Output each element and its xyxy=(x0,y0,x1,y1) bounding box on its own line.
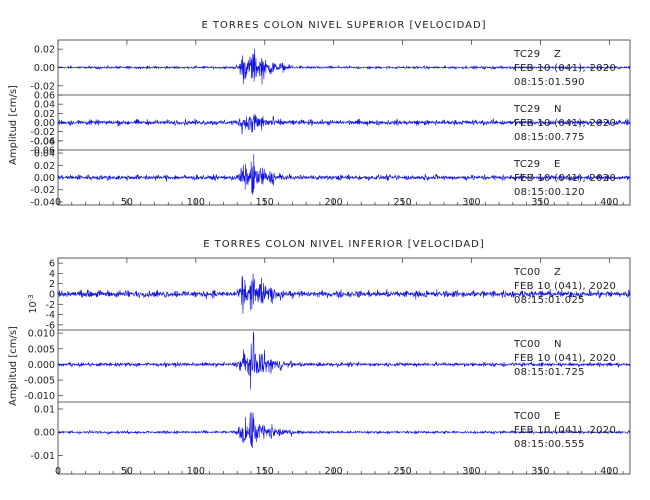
trace-annotation: TC00 E FEB 10 (041), 2020 08:15:00.555 xyxy=(513,411,616,450)
time-label: 08:15:01.590 xyxy=(514,77,585,88)
x-tick-label: 200 xyxy=(325,197,343,208)
date-label: FEB 10 (041), 2020 xyxy=(514,118,616,129)
trace-annotation: TC29 N FEB 10 (041), 2020 08:15:00.775 xyxy=(513,104,616,143)
waveform-tc29-e xyxy=(57,153,631,195)
x-tick-label: 350 xyxy=(531,466,549,477)
y-tick-label: -2 xyxy=(46,300,55,311)
time-label: 08:15:01.725 xyxy=(514,367,585,378)
date-label: FEB 10 (041), 2020 xyxy=(514,425,616,436)
x-tick-label: 150 xyxy=(256,466,274,477)
panel-1: E TORRES COLON NIVEL INFERIOR [VELOCIDAD… xyxy=(8,239,631,477)
station-label: TC00 xyxy=(513,411,540,422)
trace-annotation: TC29 Z FEB 10 (041), 2020 08:15:01.590 xyxy=(513,49,616,88)
y-tick-label: 0.02 xyxy=(34,45,55,56)
x-tick-label: 400 xyxy=(600,197,618,208)
trace-annotation: TC00 N FEB 10 (041), 2020 08:15:01.725 xyxy=(513,339,616,378)
component-label: E xyxy=(554,159,561,170)
x-tick-label: 50 xyxy=(121,197,133,208)
date-label: FEB 10 (041), 2020 xyxy=(514,173,616,184)
y-tick-label: -6 xyxy=(46,320,55,331)
y-scale-label: 10-3 xyxy=(27,294,39,313)
x-tick-label: 50 xyxy=(121,466,133,477)
waveform-tc00-z xyxy=(57,273,631,314)
y-tick-label: 0.06 xyxy=(34,136,55,147)
y-tick-label: 0.02 xyxy=(34,161,55,172)
y-tick-label: 4 xyxy=(49,269,55,280)
station-label: TC29 xyxy=(513,49,540,60)
x-tick-label: 100 xyxy=(187,197,205,208)
y-tick-label: 0.04 xyxy=(34,100,55,111)
x-tick-label: 150 xyxy=(256,197,274,208)
date-label: FEB 10 (041), 2020 xyxy=(514,281,616,292)
y-tick-label: -0.01 xyxy=(30,451,55,462)
y-tick-label: 0.005 xyxy=(28,344,55,355)
y-tick-label: 0.06 xyxy=(34,91,55,102)
y-tick-label: 0.00 xyxy=(34,118,55,129)
x-tick-label: 400 xyxy=(600,466,618,477)
component-label: N xyxy=(554,339,562,350)
x-tick-label: 100 xyxy=(187,466,205,477)
panel-0: E TORRES COLON NIVEL SUPERIOR [VELOCIDAD… xyxy=(8,20,631,208)
x-tick-label: 0 xyxy=(55,466,61,477)
date-label: FEB 10 (041), 2020 xyxy=(514,353,616,364)
station-label: TC00 xyxy=(513,339,540,350)
y-tick-label: 0.00 xyxy=(34,63,55,74)
y-tick-label: -4 xyxy=(46,310,55,321)
waveform-tc29-n xyxy=(57,114,631,135)
component-label: Z xyxy=(554,267,561,278)
y-tick-label: -0.04 xyxy=(30,136,55,147)
x-tick-label: 200 xyxy=(325,466,343,477)
time-label: 08:15:00.775 xyxy=(514,132,585,143)
waveform-tc00-n xyxy=(57,331,631,390)
y-tick-label: -0.02 xyxy=(30,127,55,138)
y-tick-label: 2 xyxy=(49,279,55,290)
y-tick-label: 0.01 xyxy=(34,404,55,415)
y-tick-label: 6 xyxy=(49,259,55,270)
station-label: TC29 xyxy=(513,159,540,170)
y-tick-label: 0.04 xyxy=(34,149,55,160)
trace-annotation: TC29 E FEB 10 (041), 2020 08:15:00.120 xyxy=(513,159,616,198)
x-tick-label: 0 xyxy=(55,197,61,208)
y-tick-label: -0.02 xyxy=(30,81,55,92)
trace-annotation: TC00 Z FEB 10 (041), 2020 08:15:01.025 xyxy=(513,267,616,306)
y-tick-label: 0.00 xyxy=(34,428,55,439)
y-tick-label: -0.06 xyxy=(30,146,55,157)
x-tick-label: 350 xyxy=(531,197,549,208)
y-axis-label: Amplitud [cm/s] xyxy=(8,326,19,406)
x-tick-label: 300 xyxy=(462,466,480,477)
y-tick-label: 0.00 xyxy=(34,173,55,184)
y-tick-label: -0.04 xyxy=(30,197,55,208)
component-label: E xyxy=(554,411,561,422)
y-tick-label: 0.02 xyxy=(34,109,55,120)
panel-title: E TORRES COLON NIVEL SUPERIOR [VELOCIDAD… xyxy=(201,20,486,31)
y-tick-label: -0.005 xyxy=(24,376,55,387)
x-tick-label: 300 xyxy=(462,197,480,208)
y-axis-label: Amplitud [cm/s] xyxy=(8,85,19,165)
panel-title: E TORRES COLON NIVEL INFERIOR [VELOCIDAD… xyxy=(203,239,485,250)
station-label: TC29 xyxy=(513,104,540,115)
x-tick-label: 250 xyxy=(394,466,412,477)
time-label: 08:15:00.120 xyxy=(514,187,585,198)
time-label: 08:15:01.025 xyxy=(514,295,585,306)
y-tick-label: 0.000 xyxy=(28,360,55,371)
station-label: TC00 xyxy=(513,267,540,278)
date-label: FEB 10 (041), 2020 xyxy=(514,63,616,74)
component-label: N xyxy=(554,104,562,115)
waveform-tc29-z xyxy=(57,48,631,85)
x-tick-label: 250 xyxy=(394,197,412,208)
y-tick-label: -0.02 xyxy=(30,185,55,196)
panel-frame xyxy=(57,257,631,475)
y-tick-label: 0 xyxy=(49,290,55,301)
time-label: 08:15:00.555 xyxy=(514,439,585,450)
y-tick-label: 0.010 xyxy=(28,329,55,340)
waveform-tc00-e xyxy=(57,412,631,449)
y-tick-label: -0.010 xyxy=(24,391,55,402)
component-label: Z xyxy=(554,49,561,60)
